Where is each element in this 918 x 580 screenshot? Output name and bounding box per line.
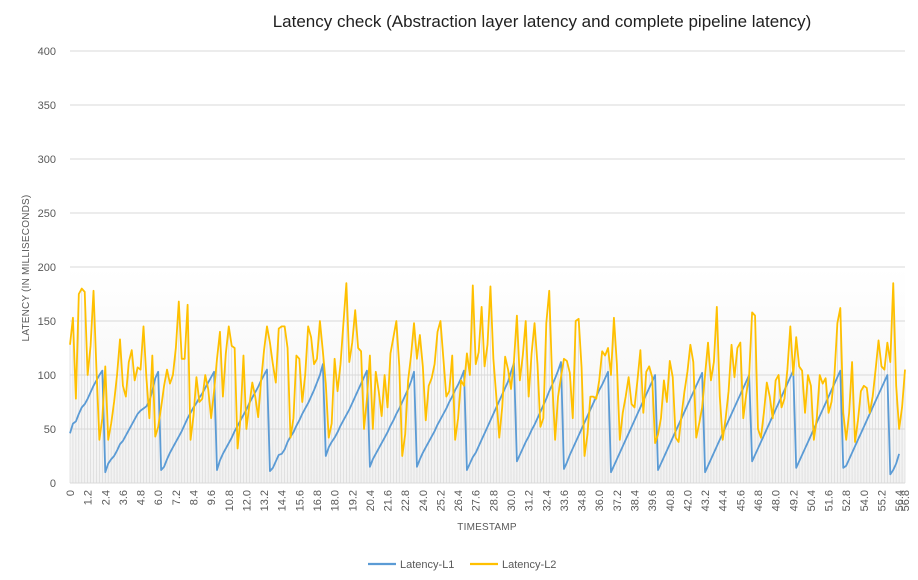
x-tick-label: 25.2 — [435, 490, 447, 511]
x-tick-label: 32.4 — [541, 490, 553, 511]
y-axis-tick-labels: 0 50 100 150 200 250 300 350 400 — [38, 46, 56, 490]
x-tick-label: 45.6 — [735, 490, 747, 511]
x-tick-label: 2.4 — [100, 490, 112, 505]
x-tick-label: 13.2 — [259, 490, 271, 511]
y-tick-label: 400 — [38, 46, 56, 58]
x-tick-label: 15.6 — [294, 490, 306, 511]
x-tick-label: 10.8 — [224, 490, 236, 511]
legend-label: Latency-L2 — [502, 559, 556, 571]
x-tick-label: 52.8 — [841, 490, 853, 511]
chart-title: Latency check (Abstraction layer latency… — [273, 12, 812, 31]
x-tick-label: 44.4 — [718, 490, 730, 511]
x-tick-label: 28.8 — [488, 490, 500, 511]
y-axis-title: LATENCY (IN MILLISECONDS) — [21, 195, 32, 342]
x-tick-label: 56.4 — [894, 490, 906, 511]
drop-lines — [69, 283, 906, 483]
x-tick-label: 9.6 — [206, 490, 218, 505]
x-tick-label: 49.2 — [788, 490, 800, 511]
x-tick-label: 38.4 — [630, 490, 642, 511]
x-tick-label: 7.2 — [171, 490, 183, 505]
y-tick-label: 50 — [44, 424, 56, 436]
y-tick-label: 150 — [38, 316, 56, 328]
x-tick-label: 34.8 — [577, 490, 589, 511]
y-tick-label: 250 — [38, 208, 56, 220]
x-tick-label: 19.2 — [347, 490, 359, 511]
x-tick-label: 39.6 — [647, 490, 659, 511]
x-tick-label: 48.0 — [771, 490, 783, 511]
x-tick-label: 46.8 — [753, 490, 765, 511]
x-tick-label: 22.8 — [400, 490, 412, 511]
x-axis-title: TIMESTAMP — [457, 522, 517, 533]
x-tick-label: 54.0 — [859, 490, 871, 511]
x-tick-label: 14.4 — [277, 490, 289, 511]
legend: Latency-L1 Latency-L2 — [368, 559, 556, 571]
x-tick-label: 36.0 — [594, 490, 606, 511]
x-tick-label: 30.0 — [506, 490, 518, 511]
series-line-latency-l1 — [69, 361, 900, 476]
y-tick-label: 100 — [38, 370, 56, 382]
x-tick-label: 27.6 — [471, 490, 483, 511]
x-tick-label: 51.6 — [824, 490, 836, 511]
y-tick-label: 350 — [38, 100, 56, 112]
x-tick-label: 55.2 — [876, 490, 888, 511]
x-tick-label: 1.2 — [83, 490, 95, 505]
x-tick-label: 42.0 — [682, 490, 694, 511]
x-tick-label: 31.2 — [524, 490, 536, 511]
y-tick-label: 300 — [38, 154, 56, 166]
x-tick-label: 50.4 — [806, 490, 818, 511]
x-tick-label: 16.8 — [312, 490, 324, 511]
x-tick-label: 21.6 — [383, 490, 395, 511]
x-tick-label: 4.8 — [136, 490, 148, 505]
x-tick-label: 37.2 — [612, 490, 624, 511]
x-tick-label: 24.0 — [418, 490, 430, 511]
y-tick-label: 0 — [50, 478, 56, 490]
x-tick-label: 18.0 — [330, 490, 342, 511]
x-tick-label: 40.8 — [665, 490, 677, 511]
x-tick-label: 26.4 — [453, 490, 465, 511]
x-tick-label: 0 — [65, 490, 77, 496]
y-tick-label: 200 — [38, 262, 56, 274]
series-lines — [69, 282, 906, 476]
x-axis-tick-labels: 0 1.2 2.4 3.6 4.8 6.0 7.2 8.4 9.6 10.8 12.0 13.2 14.… — [65, 490, 912, 511]
x-tick-label: 56.8 — [900, 490, 912, 511]
x-tick-label: 12.0 — [241, 490, 253, 511]
x-tick-label: 3.6 — [118, 490, 130, 505]
series-line-latency-l2 — [69, 282, 906, 457]
x-tick-label: 43.2 — [700, 490, 712, 511]
x-tick-label: 8.4 — [188, 490, 200, 505]
x-tick-label: 6.0 — [153, 490, 165, 505]
legend-label: Latency-L1 — [400, 559, 454, 571]
x-tick-label: 20.4 — [365, 490, 377, 511]
x-tick-label: 33.6 — [559, 490, 571, 511]
